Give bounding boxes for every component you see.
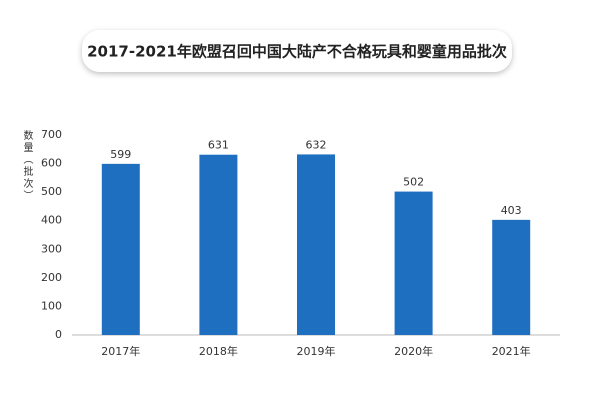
x-tick-label: 2019年 <box>297 344 336 358</box>
data-label: 502 <box>403 176 424 189</box>
y-tick-label: 200 <box>41 271 62 284</box>
title-box <box>82 30 512 72</box>
y-tick-label: 600 <box>41 157 62 170</box>
y-tick-label: 300 <box>41 242 62 255</box>
bar <box>492 219 531 335</box>
data-label: 631 <box>208 139 229 152</box>
y-tick-label: 500 <box>41 185 62 198</box>
x-tick-label: 2018年 <box>199 344 238 358</box>
chart-title: 2017-2021年欧盟召回中国大陆产不合格玩具和婴童用品批次 <box>87 43 507 61</box>
x-tick-label: 2020年 <box>394 344 433 358</box>
y-tick-label: 100 <box>41 299 62 312</box>
y-tick-label: 0 <box>55 328 62 341</box>
data-label: 599 <box>110 148 131 161</box>
y-tick-label: 400 <box>41 214 62 227</box>
data-label: 632 <box>306 138 327 151</box>
bar <box>101 163 140 335</box>
data-label: 403 <box>501 204 522 217</box>
bar <box>394 191 433 335</box>
x-tick-label: 2017年 <box>101 344 140 358</box>
bar <box>199 154 238 335</box>
y-axis-label: 数量（批次） <box>21 129 33 202</box>
y-tick-label: 700 <box>41 128 62 141</box>
bar <box>297 154 335 335</box>
x-tick-label: 2021年 <box>492 344 531 358</box>
